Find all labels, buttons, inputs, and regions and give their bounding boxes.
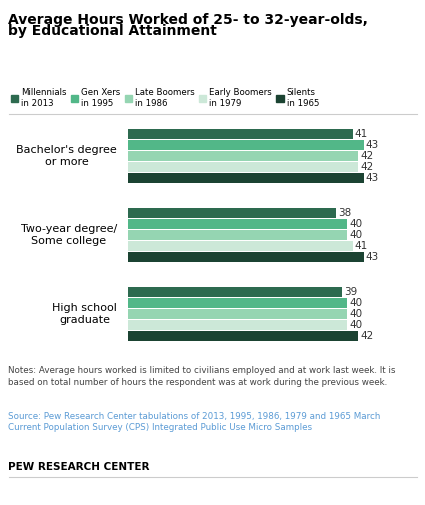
Bar (128, 208, 336, 218)
Text: 41: 41 (355, 129, 368, 138)
Text: 43: 43 (366, 140, 379, 149)
Text: Notes: Average hours worked is limited to civilians employed and at work last we: Notes: Average hours worked is limited t… (8, 366, 396, 387)
Text: Source: Pew Research Center tabulations of 2013, 1995, 1986, 1979 and 1965 March: Source: Pew Research Center tabulations … (8, 412, 381, 432)
Bar (128, 287, 342, 297)
Bar (128, 140, 363, 150)
Text: Average Hours Worked of 25- to 32-year-olds,: Average Hours Worked of 25- to 32-year-o… (8, 13, 368, 27)
Text: 42: 42 (360, 151, 374, 161)
Text: 38: 38 (338, 208, 351, 218)
Text: 42: 42 (360, 162, 374, 172)
Bar (128, 129, 353, 139)
Bar (128, 219, 347, 229)
Bar (128, 252, 363, 262)
Text: 39: 39 (344, 287, 357, 297)
Text: by Educational Attainment: by Educational Attainment (8, 24, 217, 38)
Bar (128, 309, 347, 319)
Text: 43: 43 (366, 173, 379, 183)
Text: 40: 40 (349, 219, 363, 229)
Bar (128, 162, 358, 172)
Bar (128, 173, 363, 183)
Text: 40: 40 (349, 230, 363, 240)
Text: 40: 40 (349, 298, 363, 308)
Text: 41: 41 (355, 241, 368, 251)
Bar (128, 331, 358, 341)
Bar (128, 230, 347, 240)
Text: PEW RESEARCH CENTER: PEW RESEARCH CENTER (8, 462, 150, 472)
Bar (128, 320, 347, 330)
Text: 40: 40 (349, 320, 363, 330)
Text: 40: 40 (349, 309, 363, 319)
Text: 42: 42 (360, 331, 374, 341)
Bar (128, 241, 353, 251)
Legend: Millennials
in 2013, Gen Xers
in 1995, Late Boomers
in 1986, Early Boomers
in 19: Millennials in 2013, Gen Xers in 1995, L… (11, 88, 319, 108)
Bar (128, 298, 347, 308)
Text: 43: 43 (366, 252, 379, 262)
Bar (128, 151, 358, 161)
